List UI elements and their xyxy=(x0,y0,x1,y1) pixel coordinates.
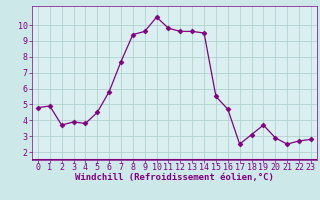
X-axis label: Windchill (Refroidissement éolien,°C): Windchill (Refroidissement éolien,°C) xyxy=(75,173,274,182)
